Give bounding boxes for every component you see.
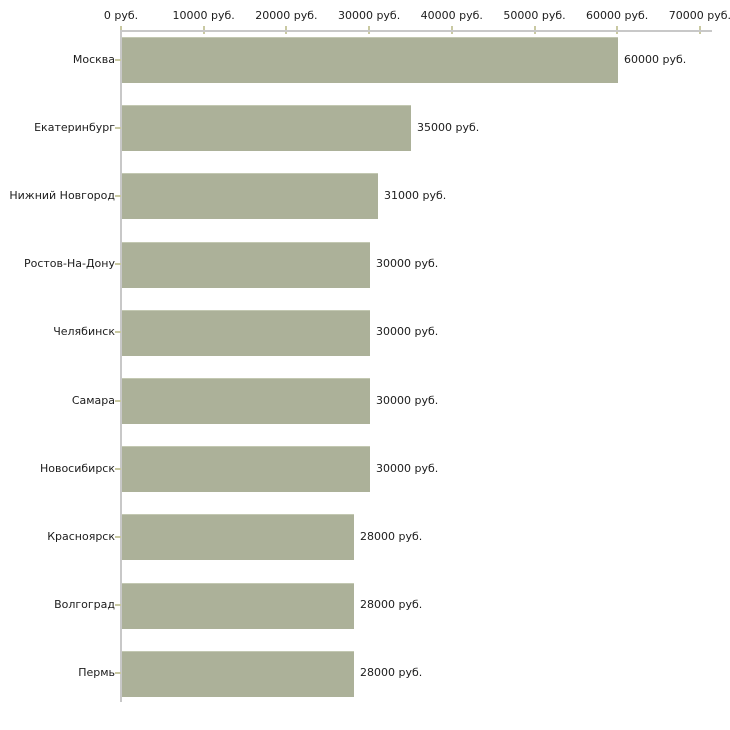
y-axis-tick-mark [115,467,121,470]
bar [122,173,378,220]
category-label: Волгоград [54,598,115,612]
category-label: Челябинск [53,325,115,339]
category-label: Ростов-На-Дону [23,257,115,271]
value-label: 30000 руб. [376,325,439,339]
x-axis-tick-label: 10000 руб. [172,9,235,22]
value-label: 28000 руб. [360,529,423,543]
bar [122,582,354,629]
bar [122,105,411,152]
value-label: 30000 руб. [376,393,439,407]
bar [122,514,354,561]
y-axis-tick-mark [115,126,121,129]
x-axis-tick-label: 50000 руб. [503,9,566,22]
bar [122,378,370,424]
bar [122,241,370,288]
category-label: Самара [71,393,115,407]
value-label: 28000 руб. [360,598,423,612]
bar [122,650,354,697]
category-label: Новосибирск [39,461,115,475]
value-label: 60000 руб. [624,52,687,66]
y-axis-tick-mark [115,331,121,334]
x-axis-tick-label: 30000 руб. [337,9,401,22]
y-axis-tick-mark [115,672,121,675]
value-label: 30000 руб. [376,461,439,475]
x-axis-tick-label: 60000 руб. [586,9,649,22]
category-label: Пермь [78,666,115,680]
category-label: Нижний Новгород [9,188,115,202]
y-axis-tick-mark [115,263,121,266]
x-axis-tick-label: 0 руб. [103,9,139,22]
value-label: 30000 руб. [376,257,439,271]
value-label: 28000 руб. [360,666,423,680]
y-axis-tick-mark [115,399,121,402]
bar [122,37,618,83]
x-axis-line [120,30,712,32]
value-label: 35000 руб. [417,120,480,134]
x-axis-tick-label: 20000 руб. [255,9,318,22]
y-axis-tick-mark [115,604,121,607]
category-label: Красноярск [47,529,115,543]
value-label: 31000 руб. [384,188,447,202]
category-label: Екатеринбург [34,120,115,134]
x-axis-tick-label: 40000 руб. [420,9,483,22]
x-axis-tick-label: 70000 руб. [668,9,730,22]
y-axis-tick-mark [115,194,121,197]
category-label: Москва [72,52,115,66]
bar [122,309,370,356]
bar [122,446,370,493]
y-axis-tick-mark [115,58,121,61]
y-axis-tick-mark [115,535,121,538]
y-axis-line [120,30,122,702]
